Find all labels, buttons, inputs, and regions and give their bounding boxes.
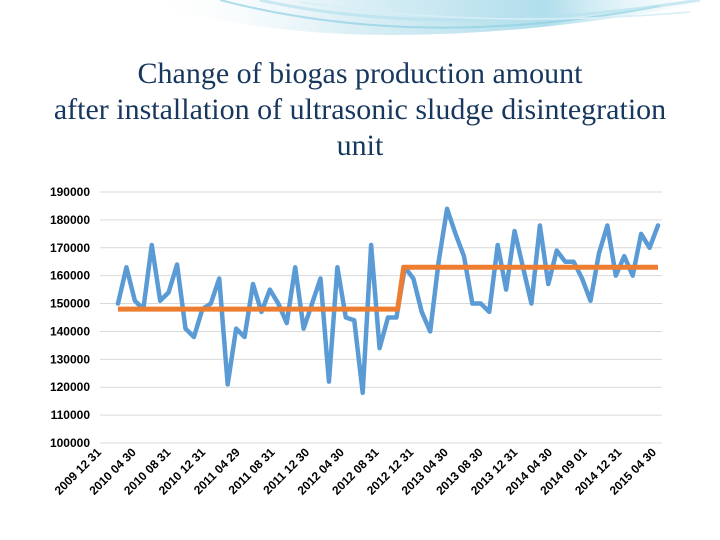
y-tick-label: 120000	[50, 380, 90, 394]
y-tick-label: 100000	[50, 436, 90, 450]
y-tick-label: 150000	[50, 297, 90, 311]
y-tick-label: 190000	[50, 185, 90, 199]
series-line-average	[118, 264, 658, 312]
title-line-1: Change of biogas production amount	[137, 57, 583, 90]
title-line-2: after installation of ultrasonic sludge …	[53, 93, 667, 126]
y-tick-label: 130000	[50, 352, 90, 366]
series-line-production	[115, 206, 661, 396]
title-line-3: unit	[336, 129, 384, 162]
page-title: Change of biogas production amount after…	[0, 56, 720, 164]
y-tick-label: 160000	[50, 269, 90, 283]
y-tick-label: 110000	[51, 408, 91, 422]
header-decoration	[140, 0, 720, 35]
y-tick-label: 140000	[50, 324, 90, 338]
y-tick-label: 180000	[50, 213, 90, 227]
biogas-chart: 100000 110000 120000 130000 140000 150000 1600…	[50, 185, 662, 498]
y-tick-label: 170000	[50, 241, 90, 255]
